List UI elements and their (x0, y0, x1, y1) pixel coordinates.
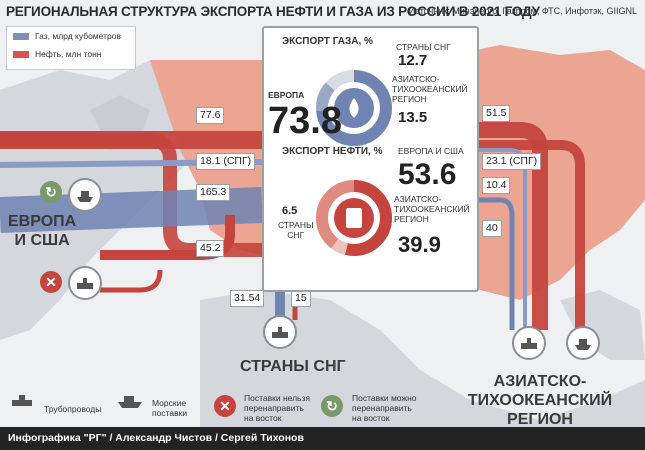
gas-flame-icon (349, 98, 359, 118)
legend-no-redirect: Поставки нельзя перенаправить на восток (244, 393, 310, 423)
oil-cis-label-2: СНГ (287, 230, 305, 240)
legend-gas: Газ, млрд кубометров (7, 27, 135, 45)
gas-europe-value: 73.8 (268, 100, 342, 142)
flow-asia-oil: 51.5 (482, 105, 511, 122)
page-title: РЕГИОНАЛЬНАЯ СТРУКТУРА ЭКСПОРТА НЕФТИ И … (6, 4, 540, 19)
export-breakdown-panel: ЭКСПОРТ ГАЗА, % ЕВРОПА 73.8 СТРАНЫ СНГ 1… (262, 26, 479, 292)
oil-asia-label-1: АЗИАТСКО- (394, 194, 442, 204)
legend-can-redirect-2: перенаправить (352, 403, 412, 413)
legend-no-redirect-2: перенаправить (244, 403, 304, 413)
legend-can-redirect-icon: ↻ (321, 395, 343, 417)
oil-cis-label-1: СТРАНЫ (278, 220, 314, 230)
legend-sea: Морские поставки (152, 398, 187, 418)
legend-sea-1: Морские (152, 398, 187, 408)
legend-pipelines: Трубопроводы (44, 404, 102, 414)
legend-no-redirect-3: на восток (244, 413, 282, 423)
oil-asia-label: АЗИАТСКО- ТИХООКЕАНСКИЙ РЕГИОН (394, 194, 472, 224)
region-europe: ЕВРОПА И США (8, 212, 76, 250)
cis-pipeline-icon (263, 315, 297, 349)
flow-europe-lng: 18.1 (СПГ) (196, 153, 256, 170)
export-rings (316, 70, 392, 256)
flow-europe-oil2: 45.2 (196, 240, 225, 257)
oil-europe-label: ЕВРОПА И США (398, 146, 464, 156)
region-asia-line2: РЕГИОН (507, 411, 573, 428)
flow-asia-lng: 23.1 (СПГ) (482, 153, 542, 170)
legend-can-redirect-1: Поставки можно (352, 393, 417, 403)
oil-ring-asia (316, 180, 392, 256)
gas-export-title: ЭКСПОРТ ГАЗА, % (282, 36, 373, 47)
footer-credits: Инфографика "РГ" / Александр Чистов / Се… (0, 427, 645, 450)
gas-asia-label-2: ТИХООКЕАНСКИЙ (392, 84, 468, 94)
source-note: Источник: Минэнерго, Газпром, ФТС, Инфот… (408, 6, 637, 16)
legend-oil: Нефть, млн тонн (7, 45, 135, 63)
legend-pipeline-icon (12, 391, 32, 411)
legend-gas-label: Газ, млрд кубометров (35, 31, 121, 41)
asia-gas-flow (475, 197, 515, 330)
gas-ring-europe (316, 70, 392, 146)
flow-cis-gas: 31.54 (230, 290, 265, 307)
no-redirect-icon: ✕ (40, 271, 62, 293)
flow-europe-gas: 165.3 (196, 184, 231, 201)
flow-cis-oil: 15 (291, 290, 311, 307)
region-cis: СТРАНЫ СНГ (240, 358, 346, 375)
oil-cis-label: СТРАНЫ СНГ (278, 220, 313, 240)
gas-ring-cis (316, 70, 392, 146)
flow-asia-gas: 10.4 (482, 177, 511, 194)
oil-swatch (13, 50, 29, 58)
gas-asia-label-3: РЕГИОН (392, 94, 427, 104)
pipeline-icon (68, 266, 102, 300)
gas-swatch (13, 32, 29, 40)
oil-cis-value: 6.5 (282, 205, 298, 217)
legend-oil-label: Нефть, млн тонн (35, 49, 102, 59)
oil-asia-label-3: РЕГИОН (394, 214, 429, 224)
asia-pipeline-icon (512, 326, 546, 360)
flow-europe-oil: 77.6 (196, 107, 225, 124)
oil-asia-label-2: ТИХООКЕАНСКИЙ (394, 204, 470, 214)
asia-ship-icon (566, 326, 600, 360)
oil-europe-value: 53.6 (398, 158, 457, 191)
gas-asia-value: 13.5 (398, 109, 428, 126)
legend-sea-2: поставки (152, 408, 188, 418)
legend: Газ, млрд кубометров Нефть, млн тонн (6, 26, 136, 70)
legend-no-redirect-1: Поставки нельзя (244, 393, 310, 403)
legend-no-redirect-icon: ✕ (214, 395, 236, 417)
gas-cis-label: СТРАНЫ СНГ (396, 42, 451, 52)
legend-ship-icon (118, 391, 142, 411)
region-europe-line2: И США (14, 232, 70, 249)
can-redirect-icon: ↻ (40, 181, 62, 203)
region-asia: АЗИАТСКО- ТИХООКЕАНСКИЙ РЕГИОН (440, 372, 640, 429)
gas-cis-value: 12.7 (398, 52, 428, 69)
gas-asia-label-1: АЗИАТСКО- (392, 74, 440, 84)
legend-can-redirect-3: на восток (352, 413, 390, 423)
legend-can-redirect: Поставки можно перенаправить на восток (352, 393, 417, 423)
gas-asia-label: АЗИАТСКО- ТИХООКЕАНСКИЙ РЕГИОН (392, 74, 468, 104)
flow-asia-oil2: 40 (482, 220, 502, 237)
ship-icon (68, 178, 102, 212)
region-asia-line1: АЗИАТСКО- ТИХООКЕАНСКИЙ (467, 373, 613, 409)
region-europe-line1: ЕВРОПА (8, 213, 77, 230)
oil-export-title: ЭКСПОРТ НЕФТИ, % (282, 146, 383, 157)
asia-landmass (200, 290, 645, 427)
oil-barrel-icon (346, 208, 362, 228)
oil-asia-value: 39.9 (398, 232, 441, 257)
europe-gas-flow (0, 187, 263, 233)
gas-europe-label: ЕВРОПА (268, 90, 305, 100)
